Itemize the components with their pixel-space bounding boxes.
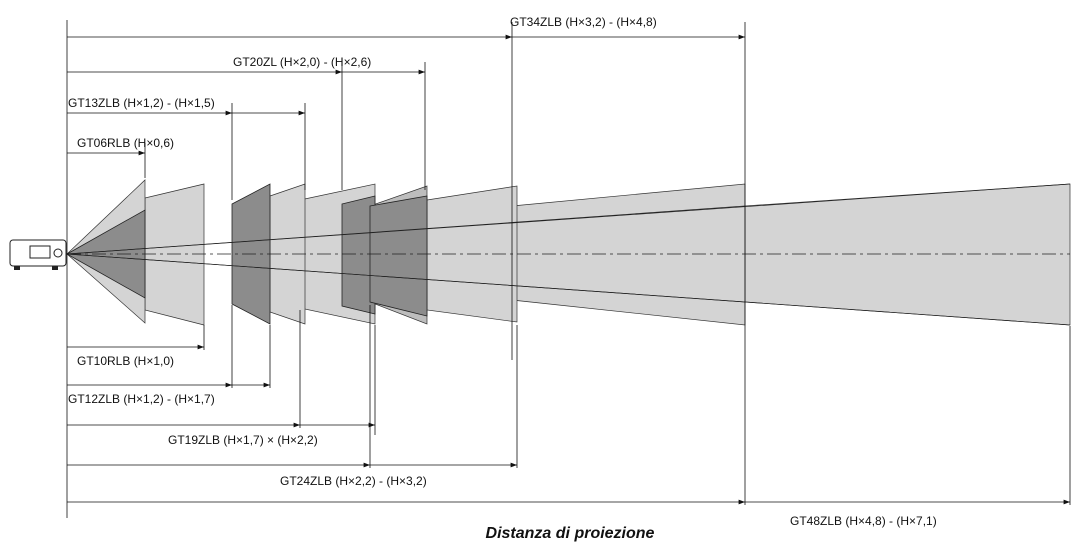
lens-label: GT10RLB (H×1,0) bbox=[77, 354, 174, 368]
dimension-lines bbox=[66, 20, 1071, 518]
lens-label: GT24ZLB (H×2,2) - (H×3,2) bbox=[280, 474, 427, 488]
projector-icon bbox=[9, 239, 67, 270]
lens-label: GT20ZL (H×2,0) - (H×2,6) bbox=[233, 55, 371, 69]
lens-label: GT06RLB (H×0,6) bbox=[77, 136, 174, 150]
lens-label: GT34ZLB (H×3,2) - (H×4,8) bbox=[510, 15, 657, 29]
caption: Distanza di proiezione bbox=[486, 525, 655, 542]
lens-label: GT13ZLB (H×1,2) - (H×1,5) bbox=[68, 96, 215, 110]
lens-label: GT48ZLB (H×4,8) - (H×7,1) bbox=[790, 514, 937, 528]
lens-label: GT12ZLB (H×1,2) - (H×1,7) bbox=[68, 392, 215, 406]
projection-cones bbox=[66, 179, 1071, 326]
lens-label: GT19ZLB (H×1,7) × (H×2,2) bbox=[168, 433, 318, 447]
